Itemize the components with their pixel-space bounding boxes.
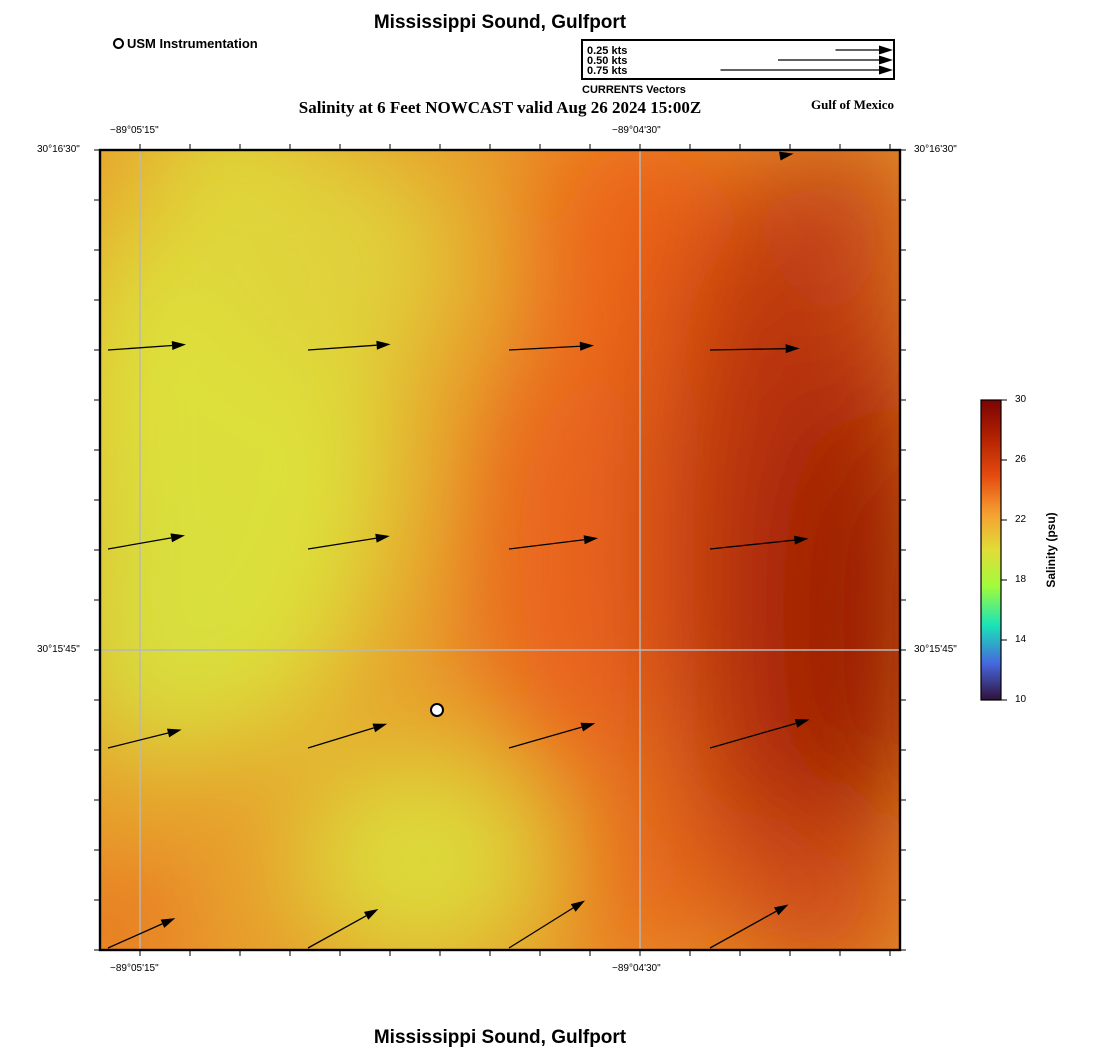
station-marker-icon	[113, 38, 124, 49]
current-vector-arrow	[779, 151, 794, 161]
colorbar-title: Salinity (psu)	[1044, 512, 1058, 588]
current-vector-arrow	[508, 722, 596, 749]
lat-tick-label: 30°16'30"	[37, 144, 80, 155]
current-vector-arrow	[307, 908, 379, 949]
colorbar-tick-label: 14	[1015, 634, 1027, 645]
colorbar-tick-label: 26	[1015, 454, 1027, 465]
current-vector-arrow	[508, 535, 599, 550]
map-footer-title: Mississippi Sound, Gulfport	[373, 1027, 627, 1048]
current-vector-arrow	[307, 340, 391, 351]
vector-legend-arrow	[720, 65, 893, 75]
current-vectors	[107, 151, 810, 949]
colorbar-ticks	[1001, 399, 1007, 701]
vector-legend-arrow	[835, 45, 893, 55]
lon-tick-label: −89°05'15"	[110, 125, 159, 136]
region-label: Gulf of Mexico	[811, 97, 895, 112]
current-vector-arrow	[107, 918, 176, 949]
lat-tick-label: 30°15'45"	[914, 644, 957, 655]
colorbar-tick-label: 18	[1015, 574, 1027, 585]
current-vector-arrow	[107, 728, 182, 749]
current-vector-arrow	[107, 533, 186, 550]
current-vector-arrow	[709, 719, 810, 749]
map-subtitle: Salinity at 6 Feet NOWCAST valid Aug 26 …	[298, 98, 702, 117]
current-vector-arrow	[709, 904, 789, 949]
graticule	[100, 150, 900, 950]
current-vector-arrow	[307, 723, 388, 749]
vector-legend-title: CURRENTS Vectors	[582, 84, 686, 96]
colorbar-tick-label: 30	[1015, 394, 1027, 405]
current-vector-arrow	[307, 533, 390, 550]
lon-tick-label: −89°04'30"	[612, 125, 661, 136]
lat-tick-label: 30°16'30"	[914, 144, 957, 155]
current-vector-arrow	[709, 535, 809, 550]
current-vector-arrow	[107, 341, 187, 351]
usm-station-marker[interactable]	[430, 703, 444, 717]
station-legend: USM Instrumentation	[113, 36, 258, 51]
current-vector-arrow	[709, 344, 800, 354]
colorbar-tick-label: 10	[1015, 694, 1027, 705]
current-vector-arrow	[508, 341, 594, 351]
map-frame	[98, 148, 902, 952]
axis-ticks	[94, 144, 906, 956]
vector-legend-arrow	[778, 55, 893, 65]
vector-legend-label: 0.25 kts	[587, 45, 628, 57]
station-legend-label: USM Instrumentation	[127, 36, 258, 51]
lat-tick-label: 30°15'45"	[37, 644, 80, 655]
salinity-field	[100, 150, 900, 950]
colorbar-tick-label: 22	[1015, 514, 1027, 525]
vector-legend-box: 0.25 kts 0.50 kts 0.75 kts	[581, 39, 895, 80]
vector-legend-arrows	[720, 45, 893, 75]
lon-tick-label: −89°05'15"	[110, 963, 159, 974]
vector-legend-label: 0.50 kts	[587, 55, 628, 67]
current-vector-arrow	[508, 900, 586, 949]
lon-tick-label: −89°04'30"	[612, 963, 661, 974]
vector-legend-label: 0.75 kts	[587, 65, 628, 77]
map-title: Mississippi Sound, Gulfport	[373, 12, 627, 33]
colorbar	[980, 399, 1002, 701]
